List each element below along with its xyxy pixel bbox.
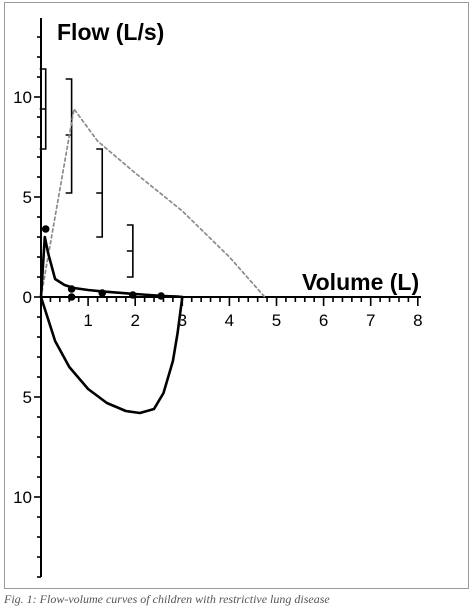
- x-tick-label: 1: [83, 311, 92, 330]
- data-point: [67, 293, 76, 301]
- measured-curve-line: [39, 295, 184, 415]
- x-axis-title: Volume (L): [302, 269, 419, 295]
- y-tick-label: 10: [13, 88, 32, 107]
- data-point: [41, 225, 50, 233]
- flow-volume-chart: 1 2 3 4 5 6 7 8 0 5 10 5 10 Flow (L/s) Volume (L): [13, 18, 423, 578]
- error-bar: [126, 224, 134, 278]
- data-point: [129, 291, 137, 299]
- x-tick-label: 6: [319, 311, 328, 330]
- y-axis-title: Flow (L/s): [57, 19, 164, 45]
- measured-curve-line: [39, 235, 184, 299]
- data-point: [67, 285, 76, 293]
- x-tick-label: 5: [272, 311, 281, 330]
- x-tick-label: 7: [366, 311, 375, 330]
- data-point: [98, 289, 107, 297]
- y-tick-label: 0: [23, 288, 32, 307]
- data-point: [157, 292, 165, 300]
- figure-frame: [4, 2, 469, 589]
- y-tick-label: 5: [23, 188, 32, 207]
- y-tick-label: 10: [13, 488, 32, 507]
- x-tick-label: 4: [225, 311, 234, 330]
- predicted-curve-line: [40, 108, 266, 298]
- x-tick-label: 2: [130, 311, 139, 330]
- y-tick-label: 5: [23, 388, 32, 407]
- x-tick-label: 8: [413, 311, 422, 330]
- x-tick-label: 3: [178, 311, 187, 330]
- error-bar: [96, 148, 104, 238]
- figure-caption: Fig. 1: Flow-volume curves of children w…: [4, 592, 330, 606]
- error-bar: [39, 68, 47, 150]
